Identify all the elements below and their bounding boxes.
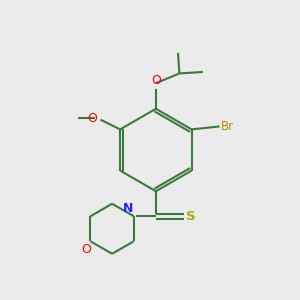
- Text: O: O: [81, 243, 91, 256]
- Text: O: O: [151, 74, 161, 87]
- Text: S: S: [186, 210, 196, 223]
- Text: Br: Br: [221, 120, 234, 133]
- Text: O: O: [87, 112, 97, 125]
- Text: N: N: [122, 202, 133, 215]
